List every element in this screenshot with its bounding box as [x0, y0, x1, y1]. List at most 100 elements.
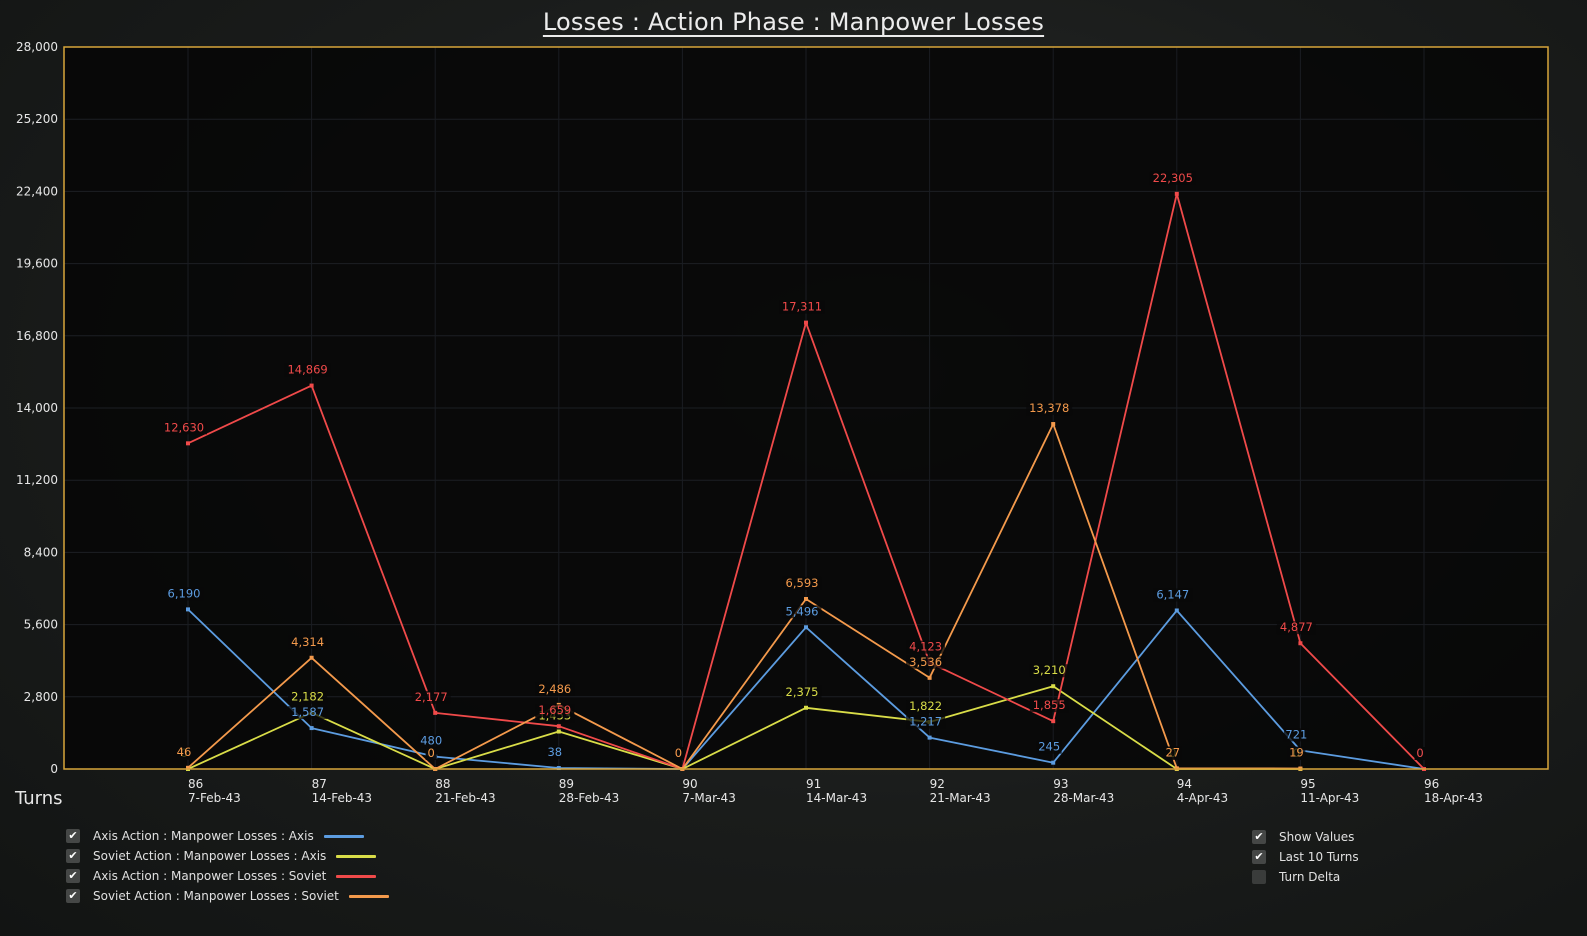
data-label-bg	[288, 706, 328, 720]
checkbox-icon[interactable]: ✔	[66, 889, 80, 903]
data-point	[309, 383, 314, 388]
data-label-bg	[1036, 740, 1062, 754]
y-tick-label: 16,800	[16, 329, 58, 343]
checkbox-icon[interactable]: ✔	[66, 869, 80, 883]
option-last-10-turns[interactable]: ✔ Last 10 Turns	[1252, 847, 1359, 867]
legend-swatch	[348, 894, 389, 898]
checkbox-icon[interactable]	[1252, 870, 1266, 884]
data-label: 245	[1038, 740, 1060, 754]
x-tick-label: 91	[806, 777, 821, 791]
data-label: 5,496	[786, 604, 819, 618]
data-label-bg	[175, 745, 193, 759]
data-point	[186, 765, 190, 770]
data-label-bg	[906, 655, 946, 669]
data-label: 17,311	[782, 300, 822, 314]
x-tick-label: 87	[312, 777, 327, 791]
checkbox-icon[interactable]: ✔	[1252, 830, 1266, 844]
data-point	[556, 729, 561, 734]
data-label-bg	[1414, 747, 1426, 760]
data-label-bg	[1163, 746, 1182, 760]
data-label-bg	[779, 300, 825, 314]
data-point	[804, 705, 808, 710]
x-tick-label: 90	[682, 777, 697, 791]
y-tick-label: 11,200	[16, 473, 58, 487]
data-label-bg	[782, 576, 822, 590]
x-tick-date-label: 11-Apr-43	[1300, 791, 1359, 805]
checkbox-icon[interactable]: ✔	[66, 849, 80, 863]
data-label: 27	[1165, 745, 1180, 759]
option-label: Show Values	[1279, 830, 1355, 844]
legend-swatch	[323, 834, 364, 838]
data-label-bg	[1026, 402, 1073, 416]
legend-item-axis-axis[interactable]: ✔ Axis Action : Manpower Losses : Axis	[66, 826, 389, 846]
data-point	[1051, 760, 1056, 765]
data-label: 721	[1285, 727, 1307, 741]
data-point	[309, 726, 314, 731]
data-point	[804, 320, 808, 325]
x-tick-date-label: 28-Mar-43	[1053, 791, 1114, 805]
legend: ✔ Axis Action : Manpower Losses : Axis ✔…	[66, 826, 389, 906]
legend-item-soviet-soviet[interactable]: ✔ Soviet Action : Manpower Losses : Sovi…	[66, 886, 389, 906]
option-show-values[interactable]: ✔ Show Values	[1252, 827, 1359, 847]
data-label-bg	[288, 635, 328, 649]
legend-swatch	[336, 874, 377, 878]
data-label: 19	[1289, 746, 1304, 760]
legend-item-axis-soviet[interactable]: ✔ Axis Action : Manpower Losses : Soviet	[66, 866, 389, 886]
x-tick-label: 89	[559, 777, 574, 791]
data-label: 13,378	[1029, 401, 1069, 415]
option-turn-delta[interactable]: Turn Delta	[1252, 867, 1359, 887]
data-label: 3,536	[909, 655, 942, 669]
data-label-bg	[1153, 588, 1193, 602]
data-point	[1174, 191, 1179, 196]
data-label-bg	[425, 747, 437, 760]
data-label: 4,877	[1280, 620, 1313, 634]
data-label-bg	[545, 746, 564, 760]
x-tick-date-label: 7-Feb-43	[188, 791, 241, 805]
data-label-bg	[906, 700, 946, 714]
y-tick-label: 8,400	[24, 545, 58, 559]
data-point	[804, 596, 808, 601]
data-label-bg	[782, 605, 822, 619]
x-tick-label: 93	[1053, 777, 1068, 791]
data-label: 0	[675, 746, 682, 760]
legend-item-soviet-axis[interactable]: ✔ Soviet Action : Manpower Losses : Axis	[66, 846, 389, 866]
data-label: 0	[428, 746, 435, 760]
checkbox-icon[interactable]: ✔	[1252, 850, 1266, 864]
data-label: 6,593	[786, 576, 819, 590]
data-label-bg	[906, 640, 946, 654]
checkbox-icon[interactable]: ✔	[66, 829, 80, 843]
legend-label: Soviet Action : Manpower Losses : Soviet	[93, 889, 339, 903]
y-tick-label: 22,400	[16, 184, 58, 198]
data-label: 480	[420, 734, 442, 748]
y-tick-label: 19,600	[16, 257, 58, 271]
data-point	[556, 766, 561, 771]
y-tick-label: 0	[50, 762, 58, 776]
data-point	[927, 675, 932, 680]
data-label-bg	[418, 734, 444, 748]
data-point	[433, 710, 438, 715]
data-label-bg	[161, 421, 207, 435]
x-tick-date-label: 14-Feb-43	[312, 791, 372, 805]
data-label: 3,210	[1033, 663, 1066, 677]
data-point	[1298, 641, 1303, 646]
data-label-bg	[535, 682, 575, 696]
x-tick-date-label: 28-Feb-43	[559, 791, 619, 805]
data-point	[309, 655, 314, 660]
x-tick-date-label: 7-Mar-43	[682, 791, 735, 805]
data-label-bg	[284, 363, 331, 377]
legend-label: Axis Action : Manpower Losses : Axis	[93, 829, 314, 843]
y-tick-label: 28,000	[16, 40, 58, 54]
data-label-bg	[1029, 664, 1069, 678]
x-tick-label: 92	[930, 777, 945, 791]
x-tick-date-label: 18-Apr-43	[1424, 791, 1483, 805]
data-point	[804, 625, 808, 630]
data-label: 4,314	[291, 635, 324, 649]
data-label: 22,305	[1153, 171, 1193, 185]
data-label: 38	[547, 745, 562, 759]
data-label-bg	[672, 747, 684, 760]
x-tick-label: 95	[1300, 777, 1315, 791]
data-label: 46	[177, 745, 192, 759]
y-tick-label: 5,600	[24, 618, 58, 632]
x-tick-label: 94	[1177, 777, 1192, 791]
